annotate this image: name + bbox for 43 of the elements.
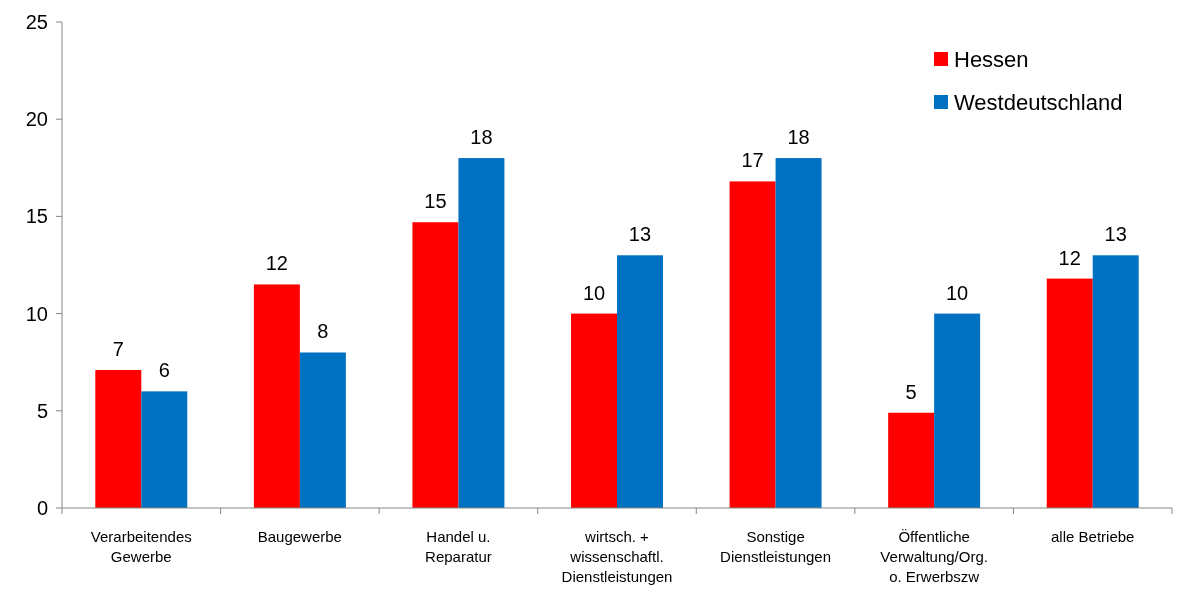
bar (775, 158, 822, 508)
data-label: 8 (317, 320, 329, 343)
x-tick-label: Öffentliche Verwaltung/Org. o. Erwerbszw (880, 528, 988, 585)
bar (95, 369, 142, 508)
x-tick-label: Sonstige Dienstleistungen (720, 528, 832, 565)
data-label: 13 (1104, 223, 1127, 246)
x-tick-label: Handel u. Reparatur (425, 528, 492, 565)
legend-label: Westdeutschland (954, 89, 1123, 115)
data-label: 12 (1058, 246, 1081, 269)
data-label: 12 (265, 252, 288, 275)
bar (571, 313, 617, 508)
x-tick-label: Baugewerbe (257, 528, 342, 545)
bar (1046, 278, 1093, 508)
bar (888, 412, 935, 508)
y-tick-label: 5 (36, 399, 48, 422)
data-label: 15 (424, 190, 447, 213)
bar (617, 255, 663, 508)
bar (141, 391, 188, 508)
legend-label: Hessen (954, 46, 1029, 72)
data-label: 6 (158, 359, 170, 382)
y-tick-label: 0 (36, 497, 48, 519)
y-tick-label: 20 (25, 108, 48, 131)
x-tick-label: Verarbeitendes Gewerbe (90, 528, 192, 565)
bar (729, 181, 776, 508)
bar (934, 313, 981, 508)
y-tick-label: 15 (25, 205, 48, 228)
data-label: 18 (470, 126, 493, 149)
data-label: 7 (112, 337, 124, 360)
data-label: 13 (628, 223, 652, 246)
data-label: 17 (741, 149, 764, 172)
x-tick-label: alle Betriebe (1051, 528, 1135, 545)
x-tick-label: wirtsch. + wissenschaftl. Dienstleistungen (561, 528, 673, 585)
data-label: 18 (787, 126, 810, 149)
bar (299, 352, 346, 508)
data-label: 5 (905, 380, 917, 403)
bar (1092, 255, 1139, 508)
data-label: 10 (582, 281, 606, 304)
y-tick-label: 25 (25, 11, 48, 33)
y-tick-label: 10 (25, 302, 48, 325)
bar (458, 158, 505, 508)
bar (253, 284, 300, 508)
data-label: 10 (946, 281, 969, 304)
bar (412, 222, 459, 508)
